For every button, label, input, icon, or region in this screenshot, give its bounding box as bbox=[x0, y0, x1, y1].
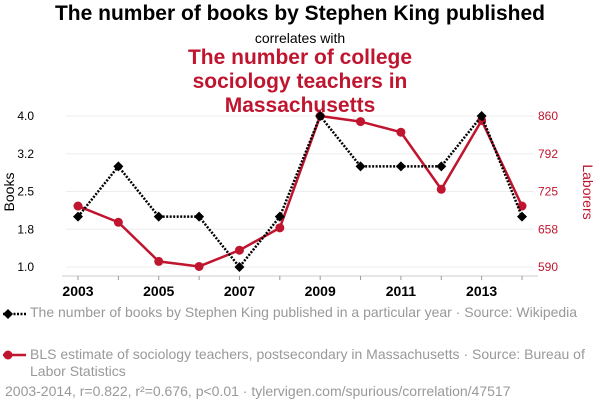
y2-tick-label: 792 bbox=[538, 147, 558, 161]
books-point bbox=[436, 161, 447, 172]
chart-subtitle: correlates with bbox=[254, 30, 346, 46]
teachers-point bbox=[275, 223, 285, 233]
y2-axis-label: Laborers bbox=[580, 164, 596, 219]
y-tick-label: 3.2 bbox=[17, 147, 34, 161]
teachers-point bbox=[154, 256, 164, 266]
books-point bbox=[113, 161, 124, 172]
x-tick-label: 2009 bbox=[305, 283, 336, 299]
teachers-point bbox=[517, 201, 527, 211]
books-point bbox=[274, 211, 285, 222]
y2-tick-label: 590 bbox=[538, 260, 558, 274]
x-tick-label: 2003 bbox=[62, 283, 93, 299]
books-point bbox=[153, 211, 164, 222]
teachers-point bbox=[356, 117, 366, 127]
chart-title: The number of books by Stephen King publ… bbox=[54, 2, 545, 25]
series-teachers-line bbox=[77, 114, 524, 268]
y-tick-label: 4.0 bbox=[17, 109, 34, 123]
legend-teachers: BLS estimate of sociology teachers, post… bbox=[30, 346, 585, 379]
teachers-point bbox=[194, 261, 204, 271]
teachers-point bbox=[234, 245, 244, 255]
books-point bbox=[194, 211, 205, 222]
y-tick-label: 1.8 bbox=[17, 222, 34, 236]
teachers-point bbox=[113, 217, 123, 227]
teachers-point bbox=[73, 201, 83, 211]
legend-teachers-dot-icon bbox=[3, 350, 13, 360]
y2-tick-label: 725 bbox=[538, 185, 558, 199]
x-tick-label: 2007 bbox=[224, 283, 255, 299]
x-tick-label: 2005 bbox=[143, 283, 174, 299]
y-axis-label: Books bbox=[1, 173, 17, 212]
legend-books-diamond-icon bbox=[3, 309, 13, 319]
books-point bbox=[395, 161, 406, 172]
y2-tick-label: 658 bbox=[538, 222, 558, 236]
books-point bbox=[73, 211, 83, 222]
books-point bbox=[517, 211, 527, 222]
y-tick-label: 1.0 bbox=[17, 260, 34, 274]
y-tick-label: 2.5 bbox=[17, 185, 34, 199]
y2-tick-label: 860 bbox=[538, 109, 558, 123]
books-point bbox=[315, 111, 326, 121]
legend-books: The number of books by Stephen King publ… bbox=[30, 304, 578, 320]
books-point bbox=[355, 161, 366, 172]
teachers-point bbox=[436, 184, 446, 194]
x-tick-label: 2011 bbox=[386, 283, 417, 299]
footer-stats: 2003-2014, r=0.822, r²=0.676, p<0.01 · t… bbox=[5, 383, 511, 399]
books-point bbox=[476, 111, 487, 121]
books-point bbox=[234, 262, 245, 272]
chart-title-2: The number of college sociology teachers… bbox=[187, 46, 413, 117]
teachers-point bbox=[396, 127, 406, 137]
x-tick-label: 2013 bbox=[466, 283, 497, 299]
